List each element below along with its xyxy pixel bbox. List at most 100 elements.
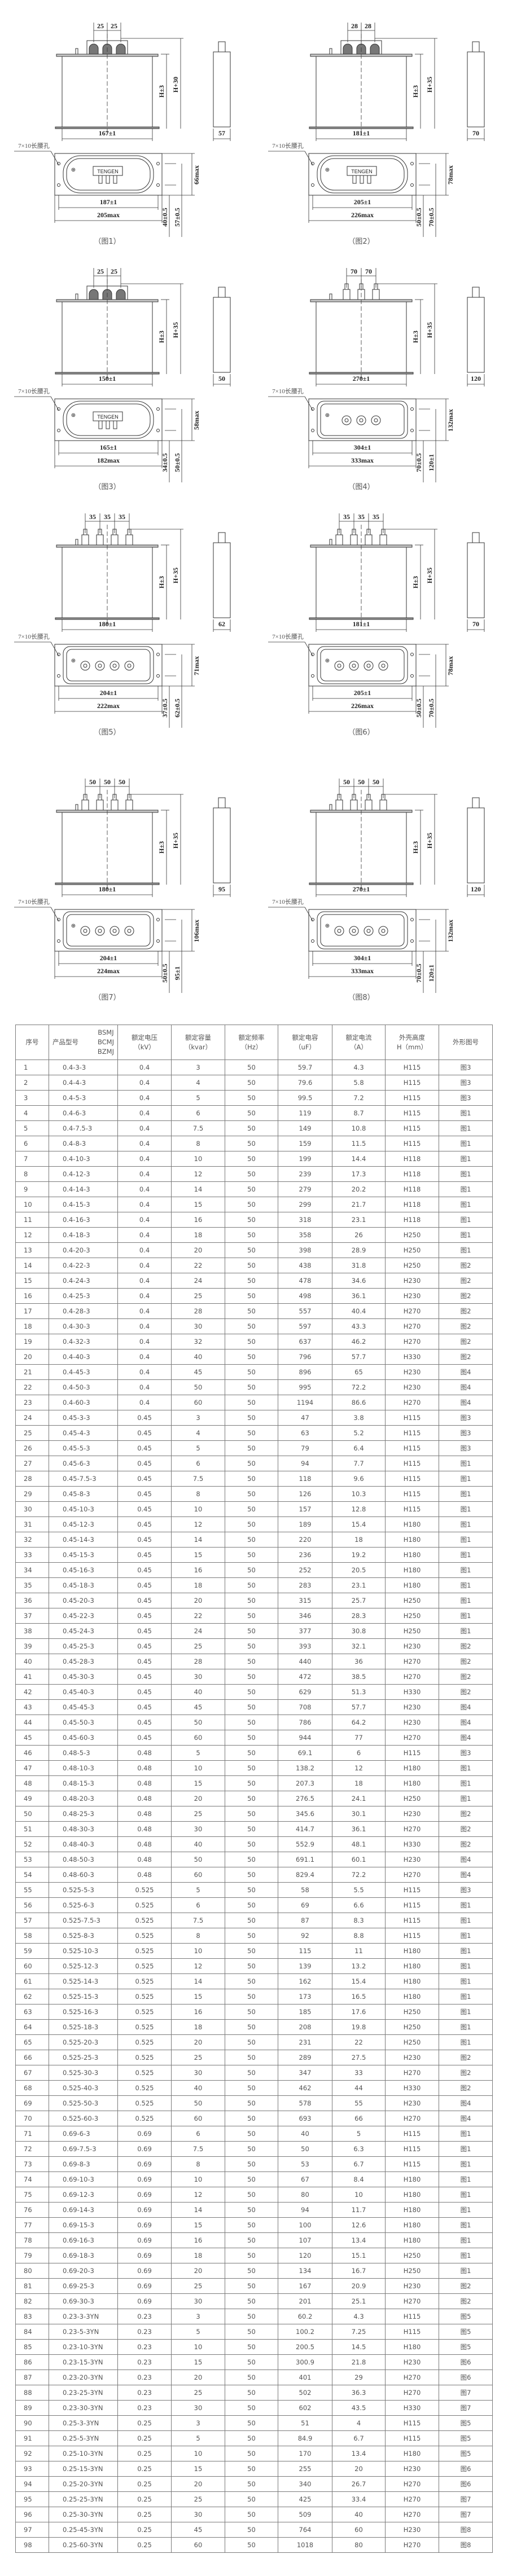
cell-figure: 图2 xyxy=(439,2278,493,2294)
side-view-terminal xyxy=(218,287,226,298)
cell-capacitance: 162 xyxy=(278,1973,332,1989)
cell-capacitance: 92 xyxy=(278,1928,332,1944)
cell-current: 8.7 xyxy=(332,1105,386,1121)
table-row: 40 0.45-28-3 0.45 28 50 440 36 H270 图2 xyxy=(15,1654,493,1669)
cell-current: 72.2 xyxy=(332,1379,386,1395)
side-view-body xyxy=(467,51,485,128)
cell-frequency: 50 xyxy=(225,1486,278,1502)
table-row: 64 0.525-18-3 0.525 18 50 208 19.8 H250 图1 xyxy=(15,2019,493,2035)
cell-capacitance: 173 xyxy=(278,1989,332,2004)
cell-capacitance: 346 xyxy=(278,1608,332,1624)
table-row: 2 0.4-4-3 0.4 4 50 79.6 5.8 H115 图3 xyxy=(15,1075,493,1091)
cell-capacitance: 59.7 xyxy=(278,1060,332,1075)
header-figure: 外形图号 xyxy=(439,1025,493,1060)
cell-frequency: 50 xyxy=(225,1075,278,1091)
cell-frequency: 50 xyxy=(225,2095,278,2111)
max-width-label: 106max xyxy=(192,920,200,942)
cell-current: 10.3 xyxy=(332,1486,386,1502)
overall-height-label: H+35 xyxy=(426,322,433,338)
cell-no: 90 xyxy=(15,2415,49,2431)
base-outer-label: 222max xyxy=(97,702,120,710)
cell-frequency: 50 xyxy=(225,1197,278,1212)
cell-capacity: 8 xyxy=(171,1136,225,1151)
max-width-label: 132max xyxy=(446,920,454,942)
cell-no: 62 xyxy=(15,1989,49,2004)
cell-capacitance: 252 xyxy=(278,1562,332,1578)
cell-model: 0.45-16-3 xyxy=(49,1562,118,1578)
cell-height: H115 xyxy=(385,2141,439,2157)
table-row: 48 0.48-15-3 0.48 15 50 207.3 18 H180 图1 xyxy=(15,1775,493,1791)
table-row: 88 0.23-25-3YN 0.23 25 50 502 36.3 H270 图7 xyxy=(15,2385,493,2401)
base-plate-outline xyxy=(308,153,417,196)
base-flange xyxy=(309,372,414,375)
side-view-body xyxy=(467,297,485,373)
cell-model: 0.4-16-3 xyxy=(49,1212,118,1228)
cell-figure: 图5 xyxy=(439,2339,493,2355)
table-row: 28 0.45-7.5-3 0.45 7.5 50 118 9.6 H115 图1 xyxy=(15,1471,493,1487)
cell-frequency: 50 xyxy=(225,1943,278,1959)
cell-voltage: 0.45 xyxy=(117,1638,172,1654)
cell-no: 97 xyxy=(15,2522,49,2538)
terminal-icon xyxy=(350,534,358,546)
terminal-icon xyxy=(81,799,89,811)
mounting-hole-icon xyxy=(311,653,314,656)
cell-figure: 图4 xyxy=(439,1395,493,1410)
terminal-icon xyxy=(89,43,99,54)
cell-current: 6 xyxy=(332,1745,386,1761)
cell-capacity: 20 xyxy=(171,2476,225,2492)
cell-model: 0.45-5-3 xyxy=(49,1440,118,1456)
table-row: 67 0.525-30-3 0.525 30 50 347 33 H270 图2 xyxy=(15,2065,493,2081)
cell-height: H250 xyxy=(385,2248,439,2263)
terminal-ring-icon xyxy=(80,661,90,671)
cell-current: 26.7 xyxy=(332,2476,386,2492)
cell-no: 67 xyxy=(15,2065,49,2081)
cell-voltage: 0.4 xyxy=(117,1349,172,1365)
figure-caption: （图8） xyxy=(348,994,374,1002)
cell-model: 0.25-30-3YN xyxy=(49,2507,118,2522)
cell-model: 0.45-8-3 xyxy=(49,1486,118,1502)
table-row: 27 0.45-6-3 0.45 6 50 94 7.7 H115 图1 xyxy=(15,1456,493,1471)
cell-model: 0.69-14-3 xyxy=(49,2202,118,2218)
cell-model: 0.23-25-3YN xyxy=(49,2385,118,2401)
cell-frequency: 50 xyxy=(225,1501,278,1517)
cell-no: 27 xyxy=(15,1456,49,1471)
slot-hole-note: 7×10长腰孔 xyxy=(18,142,50,150)
cell-height: H115 xyxy=(385,1120,439,1136)
cell-model: 0.45-28-3 xyxy=(49,1654,118,1669)
cell-frequency: 50 xyxy=(225,1151,278,1167)
cell-capacity: 15 xyxy=(171,2461,225,2477)
cell-no: 9 xyxy=(15,1181,49,1197)
cell-height: H270 xyxy=(385,2476,439,2492)
cell-no: 37 xyxy=(15,1608,49,1624)
cell-no: 4 xyxy=(15,1105,49,1121)
table-row: 90 0.25-3-3YN 0.25 3 50 51 4 H115 图5 xyxy=(15,2415,493,2431)
cell-capacitance: 63 xyxy=(278,1425,332,1441)
cell-voltage: 0.45 xyxy=(117,1471,172,1487)
cell-no: 74 xyxy=(15,2171,49,2187)
cell-frequency: 50 xyxy=(225,1775,278,1791)
hole-spacing-label: 70±0.5 xyxy=(415,453,423,472)
cell-voltage: 0.69 xyxy=(117,2248,172,2263)
overall-height-label: H+35 xyxy=(426,568,433,583)
cell-model: 0.4-4-3 xyxy=(49,1075,118,1091)
table-row: 94 0.25-20-3YN 0.25 20 50 340 26.7 H270 图6 xyxy=(15,2476,493,2492)
cell-capacitance: 167 xyxy=(278,2278,332,2294)
cell-height: H250 xyxy=(385,1791,439,1806)
cell-current: 11.7 xyxy=(332,2202,386,2218)
terminal-stud-icon xyxy=(352,794,356,801)
cell-voltage: 0.525 xyxy=(117,1958,172,1974)
cell-capacity: 18 xyxy=(171,1577,225,1593)
cell-frequency: 50 xyxy=(225,2491,278,2507)
cell-height: H230 xyxy=(385,1699,439,1715)
cell-voltage: 0.69 xyxy=(117,2141,172,2157)
pitch-label: 25 xyxy=(97,267,104,275)
width-label: 270±1 xyxy=(353,375,370,383)
cell-current: 80 xyxy=(332,2537,386,2553)
side-view-terminal xyxy=(472,532,480,543)
cell-current: 9.6 xyxy=(332,1471,386,1487)
cell-no: 70 xyxy=(15,2111,49,2126)
base-inner-rim xyxy=(66,158,151,191)
cell-height: H180 xyxy=(385,1516,439,1532)
base-inner-label: 304±1 xyxy=(354,954,371,962)
mounting-hole-icon xyxy=(156,162,160,165)
